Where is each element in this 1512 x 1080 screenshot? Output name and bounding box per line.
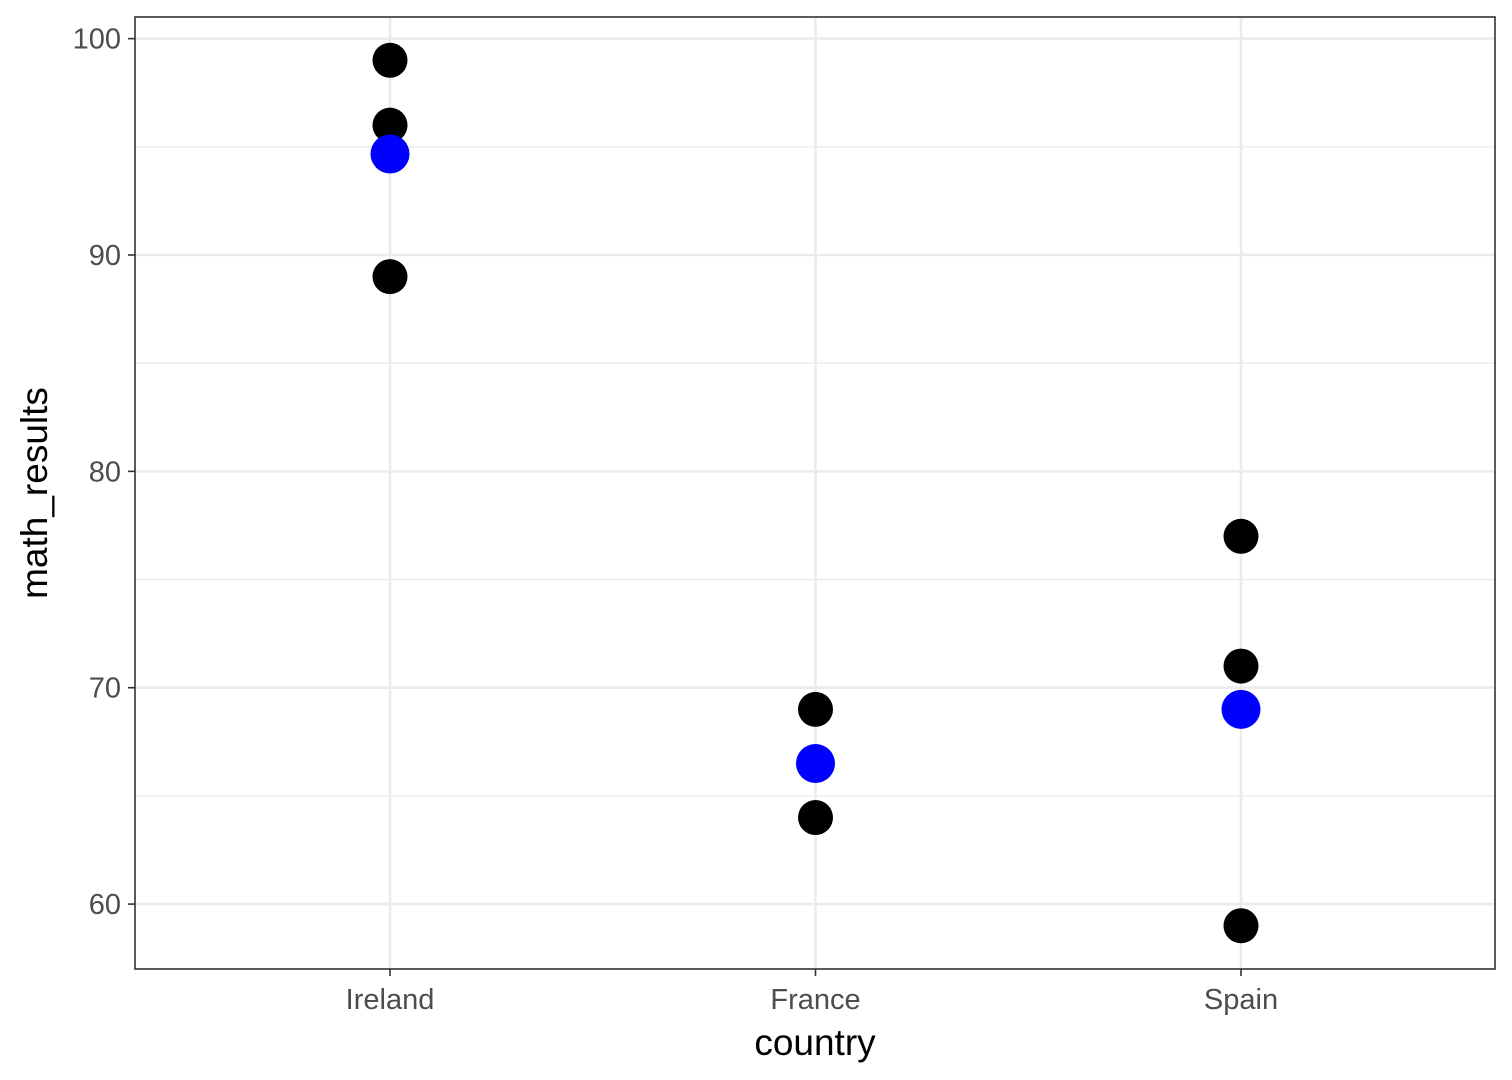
axis-ticks: 60 70 80 90 100 Ireland France Spain (73, 24, 1278, 1016)
data-point (1223, 648, 1259, 684)
data-point (372, 42, 408, 78)
data-point (1223, 518, 1259, 554)
mean-point (1221, 689, 1261, 729)
grid-lines (135, 17, 1495, 969)
x-tick-label: France (770, 984, 860, 1016)
y-tick-label: 90 (89, 240, 121, 272)
data-points (370, 42, 1261, 944)
data-point (1223, 908, 1259, 944)
data-point (372, 259, 408, 295)
y-tick-label: 60 (89, 889, 121, 921)
mean-point (796, 743, 835, 783)
y-tick-label: 100 (73, 24, 121, 56)
data-point (798, 800, 833, 836)
y-tick-label: 70 (89, 673, 121, 705)
mean-point (370, 134, 410, 174)
y-axis-title: math_results (14, 387, 55, 599)
data-point (372, 107, 408, 143)
x-tick-label: Spain (1204, 984, 1278, 1016)
x-tick-label: Ireland (346, 984, 435, 1016)
y-tick-label: 80 (89, 456, 121, 488)
data-point (798, 691, 833, 727)
x-axis-title: country (754, 1022, 876, 1063)
